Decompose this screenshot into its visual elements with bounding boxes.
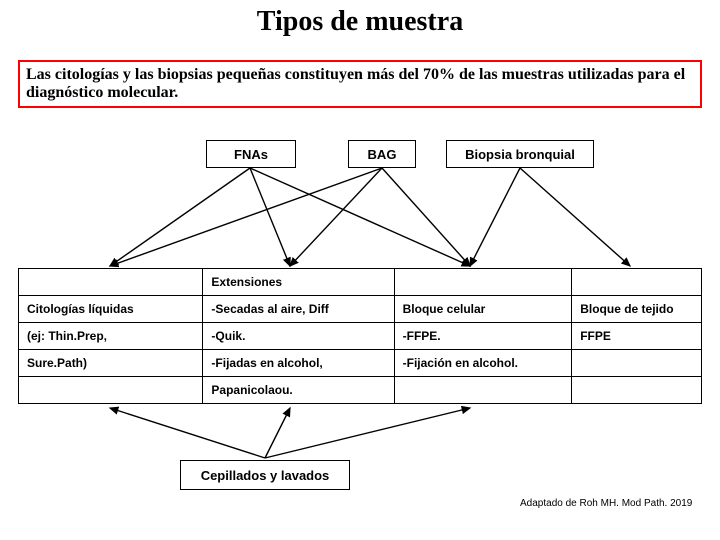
table-cell: Sure.Path) [19,350,203,377]
table-cell: FFPE [572,323,702,350]
table-cell [572,350,702,377]
table-cell: -Fijación en alcohol. [394,350,572,377]
table-cell: -FFPE. [394,323,572,350]
table-cell: (ej: Thin.Prep, [19,323,203,350]
table-cell [572,269,702,296]
table-cell: Citologías líquidas [19,296,203,323]
table-cell: Extensiones [203,269,394,296]
citation: Adaptado de Roh MH. Mod Path. 2019 [520,498,692,509]
table-cell: Papanicolaou. [203,377,394,404]
table-cell: Bloque celular [394,296,572,323]
table-cell [572,377,702,404]
intro-box: Las citologías y las biopsias pequeñas c… [18,60,702,108]
node-bag: BAG [348,140,416,168]
table-cell: -Secadas al aire, Diff [203,296,394,323]
table-cell: Bloque de tejido [572,296,702,323]
sample-table: ExtensionesCitologías líquidas-Secadas a… [18,268,702,404]
table-cell: -Quik. [203,323,394,350]
page-title: Tipos de muestra [0,0,720,38]
table-cell [19,269,203,296]
table-cell [394,377,572,404]
table-cell [19,377,203,404]
node-biopsia: Biopsia bronquial [446,140,594,168]
node-fnas: FNAs [206,140,296,168]
table-cell [394,269,572,296]
table-cell: -Fijadas en alcohol, [203,350,394,377]
node-cepillados: Cepillados y lavados [180,460,350,490]
